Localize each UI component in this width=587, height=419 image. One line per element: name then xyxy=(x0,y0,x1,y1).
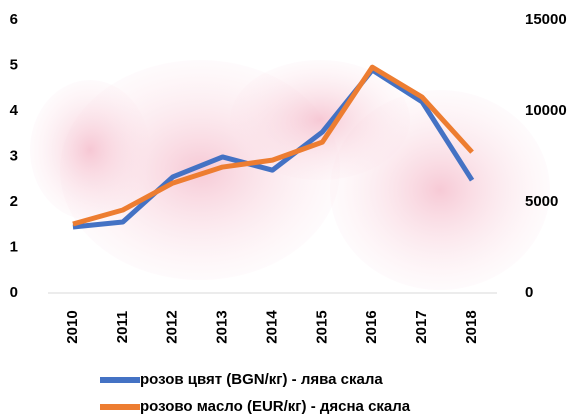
y2-tick-label: 5000 xyxy=(525,193,558,210)
y-tick-label: 4 xyxy=(10,102,19,119)
y2-tick-label: 0 xyxy=(525,284,533,301)
x-tick-label: 2016 xyxy=(363,310,380,343)
background-roses xyxy=(30,60,550,290)
x-tick-label: 2012 xyxy=(164,310,181,343)
y-tick-label: 5 xyxy=(10,56,18,73)
y-tick-label: 6 xyxy=(10,11,18,28)
legend-label: розов цвят (BGN/кг) - лява скала xyxy=(140,371,383,388)
y2-tick-label: 10000 xyxy=(525,102,567,119)
legend-label: розово масло (EUR/кг) - дясна скала xyxy=(140,398,411,415)
y-tick-label: 3 xyxy=(10,147,18,164)
x-tick-label: 2017 xyxy=(413,310,430,343)
y-tick-label: 1 xyxy=(10,238,18,255)
x-tick-label: 2011 xyxy=(114,311,131,344)
y-tick-label: 0 xyxy=(10,284,18,301)
x-tick-label: 2015 xyxy=(313,310,330,343)
x-tick-label: 2018 xyxy=(463,310,480,343)
x-tick-label: 2014 xyxy=(263,310,280,344)
x-tick-label: 2010 xyxy=(64,310,81,343)
y-tick-label: 2 xyxy=(10,193,18,210)
y2-tick-label: 15000 xyxy=(525,11,567,28)
x-tick-label: 2013 xyxy=(214,310,231,343)
chart: 0 1 2 3 4 5 6 0 5000 10000 15000 2010 2011 2012 2013 20… xyxy=(0,0,587,419)
